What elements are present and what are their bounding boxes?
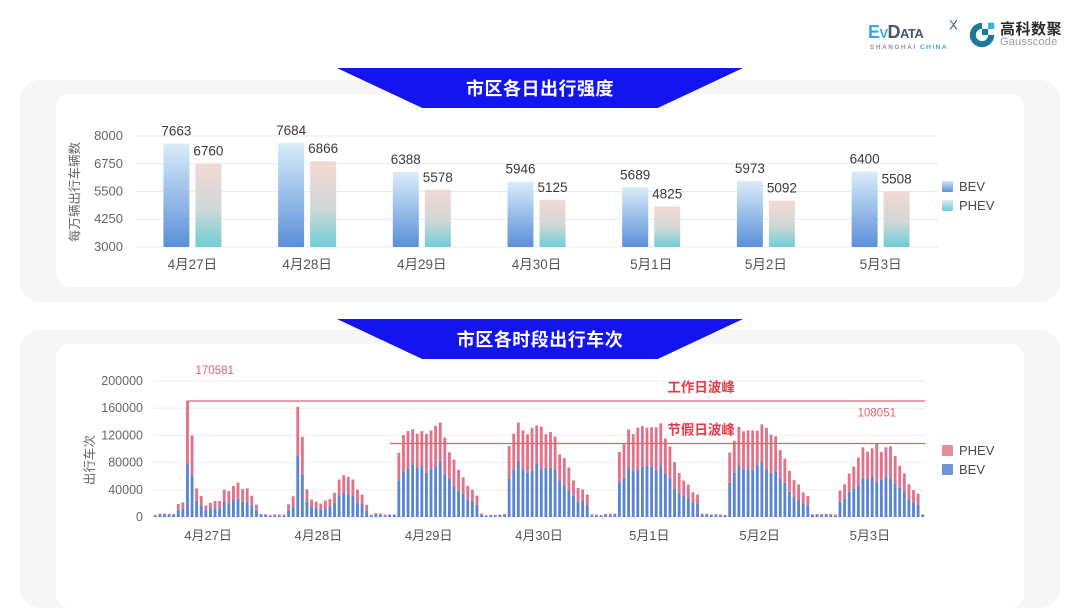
- svg-text:40000: 40000: [108, 483, 143, 497]
- svg-text:200000: 200000: [101, 374, 143, 388]
- svg-text:5月2日: 5月2日: [739, 528, 779, 543]
- svg-text:4月30日: 4月30日: [515, 528, 563, 543]
- svg-text:出行车次: 出行车次: [82, 435, 97, 485]
- svg-text:108051: 108051: [858, 408, 896, 420]
- svg-text:5月1日: 5月1日: [629, 528, 669, 543]
- svg-text:4月28日: 4月28日: [295, 528, 343, 543]
- svg-text:节假日波峰: 节假日波峰: [667, 422, 735, 438]
- svg-text:160000: 160000: [101, 401, 143, 415]
- svg-text:工作日波峰: 工作日波峰: [667, 379, 735, 395]
- svg-text:4月29日: 4月29日: [405, 528, 453, 543]
- svg-text:170581: 170581: [196, 365, 234, 377]
- svg-text:5月3日: 5月3日: [850, 528, 890, 543]
- svg-text:80000: 80000: [108, 456, 143, 470]
- svg-text:0: 0: [136, 510, 143, 524]
- svg-text:120000: 120000: [101, 428, 143, 442]
- svg-text:4月27日: 4月27日: [184, 528, 232, 543]
